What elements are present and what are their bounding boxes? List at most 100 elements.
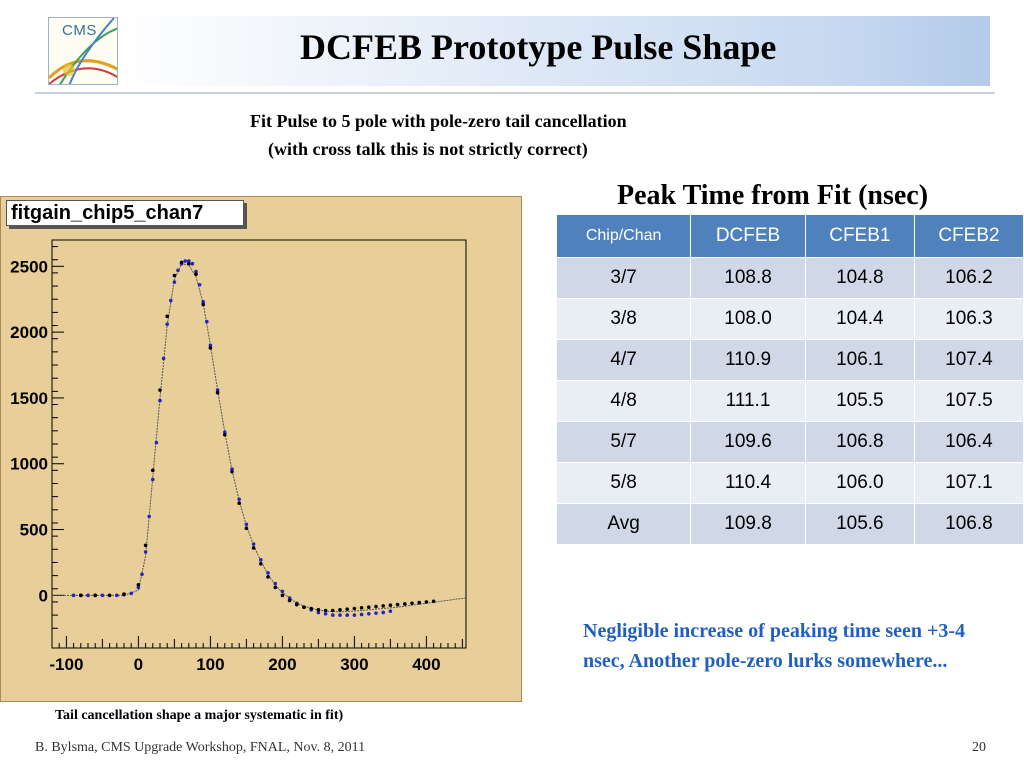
data-point [244, 522, 249, 527]
data-point [251, 542, 256, 546]
data-point [352, 606, 357, 611]
data-point [309, 606, 314, 611]
y-tick-label: 500 [20, 521, 48, 540]
table-cell: 110.9 [690, 339, 806, 381]
table-row: 5/7 109.6 106.8 106.4 [555, 421, 1024, 463]
table-cell: 107.4 [913, 339, 1024, 381]
table-cell: 111.1 [690, 380, 806, 422]
data-point [287, 598, 292, 603]
data-point [86, 593, 90, 598]
data-point [403, 602, 407, 606]
data-point [158, 388, 162, 392]
fit-curve [52, 263, 467, 613]
cms-logo: CMS [48, 17, 118, 85]
data-point [140, 572, 144, 577]
data-point [374, 604, 378, 609]
table-row: 4/7 110.9 106.1 107.4 [555, 339, 1024, 381]
header-divider [35, 92, 995, 94]
table-cell: 106.3 [913, 298, 1024, 340]
data-point [187, 261, 191, 266]
table-cell: 104.4 [804, 298, 915, 340]
data-point [143, 550, 148, 554]
x-tick-label: 300 [340, 655, 368, 674]
x-tick-label: -100 [49, 655, 83, 674]
table-cell: 5/7 [555, 421, 692, 463]
data-point [338, 613, 342, 617]
footer-citation: B. Bylsma, CMS Upgrade Workshop, FNAL, N… [35, 740, 366, 755]
peak-time-table: Chip/Chan DCFEB CFEB1 CFEB2 3/7 108.8 104.… [555, 214, 1024, 545]
data-point [194, 269, 198, 274]
data-point [237, 501, 241, 506]
data-point [115, 593, 119, 598]
data-point [143, 543, 148, 548]
data-point [187, 259, 191, 263]
data-point [410, 601, 414, 606]
data-point [161, 356, 166, 361]
table-row: 3/8 108.0 104.4 106.3 [555, 298, 1024, 340]
data-point [316, 608, 321, 612]
data-point [165, 314, 169, 319]
data-point [345, 613, 350, 617]
data-point [331, 608, 335, 613]
table-cell: 106.8 [913, 503, 1024, 545]
y-tick-label: 2000 [10, 323, 48, 342]
data-point [323, 611, 328, 616]
table-cell: 110.4 [690, 462, 806, 504]
table-cell: 106.4 [913, 421, 1024, 463]
y-tick-label: 1000 [10, 455, 48, 474]
table-heading: Peak Time from Fit (nsec) [617, 180, 929, 211]
table-cell: 105.6 [804, 503, 915, 545]
data-point [230, 467, 234, 471]
data-point [266, 575, 270, 579]
data-point [345, 607, 350, 611]
table-cell: 108.8 [690, 257, 806, 299]
data-point [208, 346, 213, 350]
data-point [381, 604, 386, 608]
y-tick-label: 1500 [10, 389, 48, 408]
table-cell: 3/7 [555, 257, 692, 299]
table-row: Avg 109.8 105.6 106.8 [555, 503, 1024, 545]
data-point [331, 613, 335, 617]
conclusion-note: Negligible increase of peaking time seen… [583, 620, 966, 672]
data-point [367, 605, 371, 609]
table-cell: 106.1 [804, 339, 915, 381]
data-point [79, 593, 83, 598]
data-point [122, 592, 126, 596]
data-point [71, 593, 76, 598]
data-point [129, 591, 133, 596]
data-point [259, 561, 263, 566]
table-cell: 107.5 [913, 380, 1024, 422]
data-point [172, 280, 177, 284]
page-number: 20 [972, 740, 986, 755]
column-header: CFEB1 [804, 214, 915, 258]
column-header: CFEB2 [913, 214, 1024, 258]
data-point [395, 602, 400, 607]
x-tick-label: 400 [412, 655, 440, 674]
data-point [295, 602, 299, 607]
data-point [259, 558, 263, 562]
data-point [136, 585, 141, 590]
plot-caption: Tail cancellation shape a major systemat… [55, 708, 344, 723]
table-cell: 109.8 [690, 503, 806, 545]
cms-logo-graphic [49, 18, 117, 84]
data-point [273, 581, 278, 586]
table-cell: 4/7 [555, 339, 692, 381]
data-point [287, 596, 292, 600]
data-point [338, 608, 342, 612]
table-cell: 109.6 [690, 421, 806, 463]
data-point [169, 298, 173, 303]
table-row: 3/7 108.8 104.8 106.2 [555, 257, 1024, 299]
data-point [93, 593, 97, 598]
table-row: 4/8 111.1 105.5 107.5 [555, 380, 1024, 422]
data-point [367, 611, 371, 616]
data-point [230, 469, 234, 474]
x-tick-label: 0 [134, 655, 143, 674]
y-tick-label: 0 [39, 586, 48, 605]
x-tick-label: 100 [196, 655, 224, 674]
data-point [388, 603, 393, 608]
table-cell: 106.0 [804, 462, 915, 504]
subtitle-line-2: (with cross talk this is not strictly co… [268, 139, 588, 159]
table-cell: 3/8 [555, 298, 692, 340]
data-point [273, 585, 278, 590]
data-point [154, 440, 159, 445]
